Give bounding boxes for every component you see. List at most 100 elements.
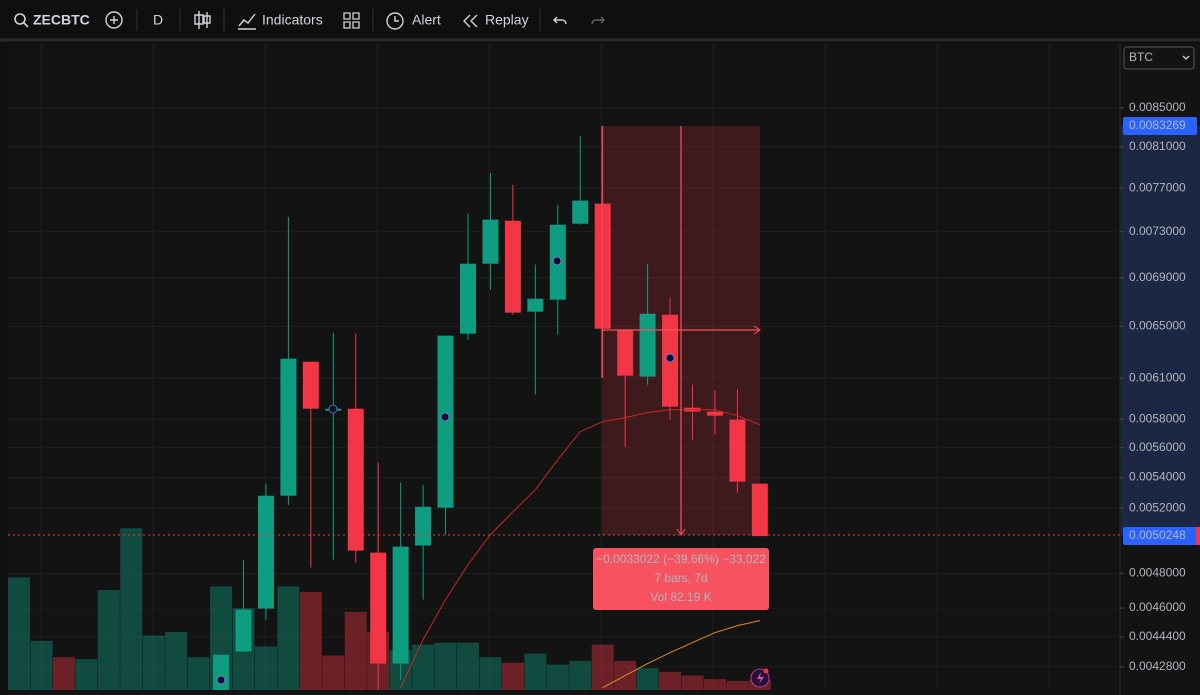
y-tick-label: 0.0056000 — [1129, 440, 1186, 454]
volume-bar — [659, 671, 682, 690]
event-marker[interactable] — [216, 675, 226, 685]
lightning-icon — [757, 672, 764, 684]
candle-body — [347, 408, 364, 551]
high-price-label: 0.0083269 — [1129, 118, 1186, 132]
grid: 0.0085000 0.0081000 0.0077000 0.0073000 0.00… — [8, 45, 1186, 690]
candle-body — [482, 219, 499, 264]
candle-body — [370, 552, 387, 664]
candle-body — [504, 220, 521, 313]
notification-dot — [763, 668, 769, 674]
candle-body — [280, 358, 297, 496]
moving-average — [602, 620, 761, 689]
last-price-tag — [1123, 527, 1197, 545]
event-marker[interactable] — [440, 412, 450, 422]
volume-bar — [52, 657, 75, 690]
y-tick-label: 0.0042800 — [1129, 659, 1186, 673]
measure-volume: Vol 82.19 K — [650, 590, 711, 604]
compare-button[interactable] — [105, 11, 123, 29]
y-tick-label: 0.0065000 — [1129, 318, 1186, 332]
candle-body — [437, 335, 454, 508]
volume-bar — [322, 655, 345, 690]
measure-bars: 7 bars, 7d — [654, 571, 707, 585]
candle-body — [706, 411, 723, 416]
volume-bar — [546, 664, 569, 690]
y-tick-label: 0.0085000 — [1129, 100, 1186, 114]
volume-bar — [591, 644, 614, 690]
symbol[interactable]: ZECBTC — [33, 12, 90, 28]
templates-button[interactable] — [343, 12, 360, 29]
moving-average — [400, 409, 761, 688]
volume-bar — [479, 657, 502, 690]
candle-body — [729, 419, 746, 482]
search-icon[interactable] — [14, 13, 26, 25]
candle-body — [460, 263, 476, 334]
candle-body — [594, 203, 611, 329]
volume-bar — [569, 660, 592, 690]
y-tick-label: 0.0048000 — [1129, 566, 1186, 580]
replay-button[interactable]: Replay — [485, 12, 529, 28]
last-price-flag — [1196, 527, 1200, 545]
dropdown-arrow — [1182, 55, 1190, 60]
replay-icon — [463, 14, 478, 28]
y-tick-label: 0.0069000 — [1129, 270, 1186, 284]
volume-bar — [30, 640, 53, 690]
volume-bar — [457, 642, 479, 690]
measure-tool: −0.0033022 (−39.66%) −33,022 7 bars, 7d … — [593, 126, 769, 610]
volume-bar — [254, 646, 277, 690]
volume-bar — [165, 631, 188, 690]
volume-bar — [412, 644, 435, 690]
arrowhead — [676, 528, 686, 536]
candle-body — [415, 506, 432, 546]
undo-button[interactable] — [553, 16, 567, 25]
y-tick-label: 0.0077000 — [1129, 180, 1186, 194]
candle-body — [257, 495, 274, 609]
arrowhead — [753, 325, 761, 335]
candle-body — [213, 654, 230, 690]
y-tick-label: 0.0052000 — [1129, 500, 1186, 514]
moving-averages — [400, 409, 761, 689]
event-marker[interactable] — [328, 404, 338, 414]
volume-bar — [344, 611, 367, 690]
alert-button[interactable]: Alert — [412, 12, 441, 28]
interval[interactable]: D — [153, 12, 163, 28]
redo-button[interactable] — [591, 16, 605, 25]
indicators-button[interactable]: Indicators — [262, 12, 323, 28]
y-tick-label: 0.0061000 — [1129, 370, 1186, 384]
volume-bar — [75, 659, 98, 690]
candle-body — [751, 483, 768, 537]
volume-bar — [726, 680, 749, 690]
chart-type-button[interactable] — [194, 11, 211, 29]
event-marker[interactable] — [552, 256, 562, 266]
volume-bar — [703, 679, 726, 690]
volume-bar — [8, 577, 30, 690]
y-tick-label: 0.0044400 — [1129, 629, 1186, 643]
candle-body — [302, 361, 319, 409]
currency: BTC — [1129, 50, 1153, 64]
candles — [213, 125, 768, 690]
volume-bar — [636, 668, 659, 690]
measure-label-box — [593, 548, 769, 610]
candle-body — [527, 298, 544, 312]
event-marker[interactable] — [665, 353, 675, 363]
candle-body — [235, 609, 252, 652]
candle-body — [572, 200, 589, 224]
volume-bar — [120, 528, 143, 690]
markers — [216, 256, 675, 685]
alert-icon — [394, 16, 399, 22]
last-price-label: 0.0050248 — [1129, 528, 1186, 542]
search-icon — [23, 22, 29, 28]
volume-bar — [299, 591, 322, 690]
plus-icon — [110, 16, 118, 24]
volume-bar — [277, 586, 300, 690]
y-tick-label: 0.0081000 — [1129, 139, 1186, 153]
currency-dropdown[interactable] — [1123, 46, 1195, 70]
volume-bar — [681, 675, 704, 690]
measure-change: −0.0033022 (−39.66%) −33,022 — [596, 552, 766, 566]
high-price-tag — [1123, 117, 1197, 135]
volume-bar — [434, 642, 457, 690]
candle-body — [392, 546, 409, 664]
volume-bar — [142, 635, 165, 690]
axis-range-highlight — [1121, 126, 1200, 535]
